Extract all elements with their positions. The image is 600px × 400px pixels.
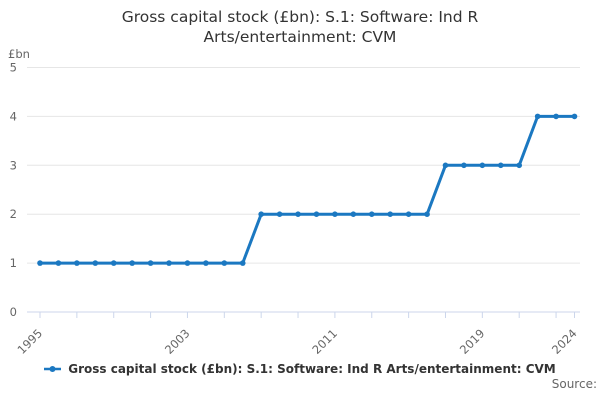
y-tick-label: 1 — [10, 256, 17, 270]
data-point[interactable] — [534, 113, 541, 120]
data-point[interactable] — [203, 260, 209, 266]
data-point[interactable] — [258, 211, 264, 217]
data-point[interactable] — [350, 211, 357, 217]
legend-series-label: Gross capital stock (£bn): S.1: Software… — [68, 362, 556, 376]
legend-item-series[interactable]: Gross capital stock (£bn): S.1: Software… — [44, 362, 556, 376]
x-tick-label: 2024 — [549, 326, 580, 357]
series-line[interactable] — [38, 114, 576, 265]
data-point[interactable] — [553, 113, 559, 120]
y-tick-label: 2 — [10, 207, 17, 221]
data-point[interactable] — [424, 211, 430, 217]
data-point[interactable] — [37, 260, 43, 266]
data-point[interactable] — [516, 162, 523, 169]
data-point[interactable] — [147, 260, 154, 266]
x-tick-label: 2011 — [309, 326, 340, 357]
chart-title: Gross capital stock (£bn): S.1: Software… — [0, 7, 600, 47]
data-point[interactable] — [295, 211, 301, 217]
data-point[interactable] — [184, 260, 191, 266]
data-point[interactable] — [129, 260, 135, 266]
data-point[interactable] — [387, 211, 393, 217]
data-point[interactable] — [479, 162, 486, 169]
chart-title-line2: Arts/entertainment: CVM — [203, 28, 397, 46]
data-point[interactable] — [442, 162, 449, 169]
y-tick-label: 3 — [10, 158, 17, 172]
x-tick-label: 1995 — [15, 326, 46, 357]
data-point[interactable] — [461, 162, 467, 169]
y-tick-label: 0 — [10, 305, 17, 319]
y-tick-label: 4 — [10, 109, 17, 123]
data-point[interactable] — [110, 260, 117, 266]
legend-marker-icon — [44, 366, 62, 372]
data-point[interactable] — [276, 211, 283, 217]
source-label: Source: — [551, 377, 597, 391]
data-point[interactable] — [497, 162, 504, 169]
legend: Gross capital stock (£bn): S.1: Software… — [0, 361, 600, 377]
x-tick-label: 2003 — [162, 326, 193, 357]
y-axis-unit-label: £bn — [8, 47, 30, 61]
x-tick-label: 2019 — [457, 326, 488, 357]
data-point[interactable] — [221, 260, 228, 266]
data-point[interactable] — [405, 211, 412, 217]
data-point[interactable] — [313, 211, 320, 217]
data-point[interactable] — [239, 260, 246, 266]
y-tick-label: 5 — [10, 61, 17, 75]
data-point[interactable] — [166, 260, 172, 266]
data-point[interactable] — [571, 113, 578, 120]
chart-title-line1: Gross capital stock (£bn): S.1: Software… — [121, 8, 479, 26]
data-point[interactable] — [74, 260, 80, 266]
data-point[interactable] — [368, 211, 375, 217]
data-point[interactable] — [55, 260, 62, 266]
data-point[interactable] — [332, 211, 338, 217]
data-point[interactable] — [92, 260, 99, 266]
